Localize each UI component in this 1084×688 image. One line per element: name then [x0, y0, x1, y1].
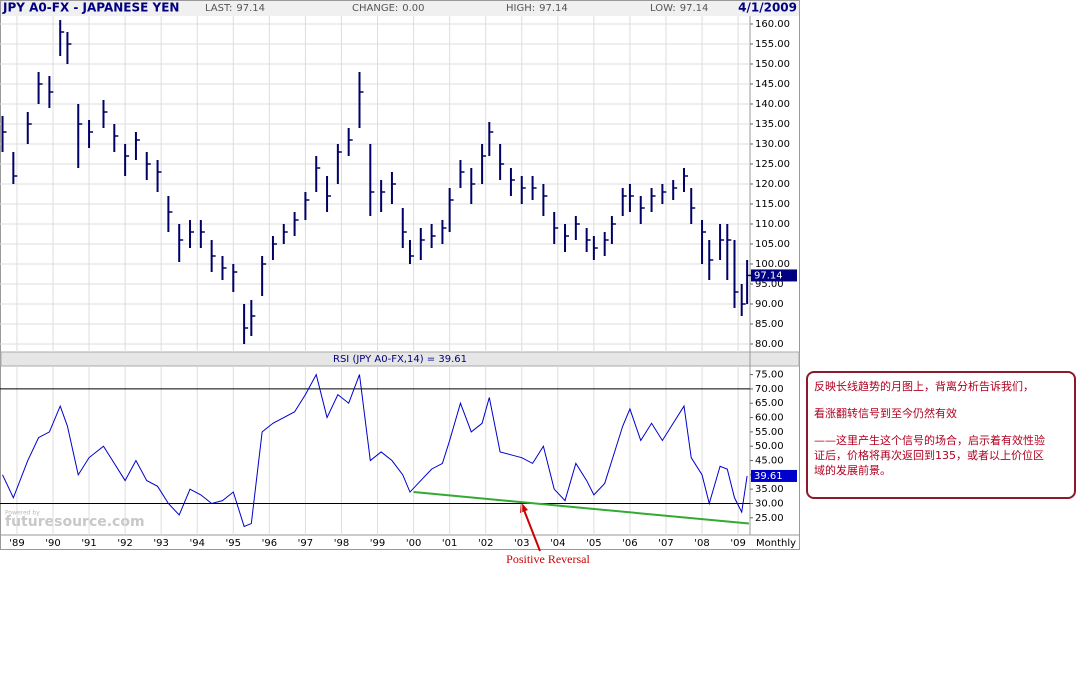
y-tick-label: 30.00 [755, 498, 784, 509]
rsi-line [2, 373, 748, 528]
y-tick-label: 145.00 [755, 79, 790, 90]
y-tick-label: 95.00 [755, 279, 784, 290]
watermark: futuresource.com [5, 514, 145, 530]
x-tick-label: '99 [370, 538, 385, 549]
x-tick-label: '89 [9, 538, 24, 549]
x-tick-label: '93 [153, 538, 168, 549]
date: 4/1/2009 [738, 1, 797, 15]
stat-value: 97.14 [236, 3, 265, 14]
stat-value: 97.14 [680, 3, 709, 14]
last-marker-label: 97.14 [754, 270, 783, 281]
y-tick-label: 160.00 [755, 19, 790, 30]
y-tick-label: 135.00 [755, 119, 790, 130]
x-tick-label: '97 [298, 538, 313, 549]
note-line: ——这里产生这个信号的场合，启示着有效性验 [814, 434, 1045, 447]
stat-label: LAST: [205, 3, 232, 14]
y-tick-label: 25.00 [755, 513, 784, 524]
stat-value: 97.14 [539, 3, 568, 14]
last-marker [751, 469, 797, 482]
y-tick-label: 65.00 [755, 398, 784, 409]
y-tick-label: 60.00 [755, 413, 784, 424]
stat-label: CHANGE: [352, 3, 398, 14]
watermark-small: Powered by [5, 510, 40, 517]
chart-title: JPY A0-FX - JAPANESE YEN [2, 1, 179, 15]
x-tick-label: '03 [514, 538, 529, 549]
x-tick-label: '90 [45, 538, 60, 549]
x-tick-label: '05 [586, 538, 601, 549]
rsi-header-bar [0, 351, 800, 367]
x-tick-label: '02 [478, 538, 493, 549]
last-marker-label: 39.61 [754, 471, 783, 482]
y-tick-label: 85.00 [755, 319, 784, 330]
x-tick-label: '96 [262, 538, 277, 549]
x-tick-label: '04 [550, 538, 565, 549]
y-tick-label: 75.00 [755, 370, 784, 381]
y-tick-label: 70.00 [755, 384, 784, 395]
x-tick-label: '95 [226, 538, 241, 549]
x-tick-label: '92 [117, 538, 132, 549]
note-line: 域的发展前景。 [814, 464, 891, 477]
x-tick-label: '09 [730, 538, 745, 549]
chart-frame [0, 0, 800, 550]
y-tick-label: 90.00 [755, 299, 784, 310]
stat-label: HIGH: [506, 3, 535, 14]
note-box: 反映长线趋势的月图上，背离分析告诉我们， 看涨翻转信号到至今仍然有效 ——这里产… [806, 371, 1076, 499]
trend-line [413, 491, 750, 525]
annotation-arrow [523, 509, 541, 552]
y-tick-label: 45.00 [755, 456, 784, 467]
x-tick-label: '06 [622, 538, 637, 549]
rsi-title: RSI (JPY A0-FX,14) = 39.61 [333, 354, 467, 365]
y-tick-label: 100.00 [755, 259, 790, 270]
x-tick-label: '07 [658, 538, 673, 549]
x-tick-label: '98 [334, 538, 349, 549]
y-tick-label: 120.00 [755, 179, 790, 190]
note-line: 反映长线趋势的月图上，背离分析告诉我们， [814, 380, 1034, 393]
y-tick-label: 130.00 [755, 139, 790, 150]
y-tick-label: 140.00 [755, 99, 790, 110]
x-tick-label: '94 [189, 538, 204, 549]
x-tick-label: '00 [406, 538, 421, 549]
period-label: Monthly [756, 538, 796, 549]
note-line: 看涨翻转信号到至今仍然有效 [814, 407, 957, 420]
y-tick-label: 110.00 [755, 219, 790, 230]
y-tick-label: 80.00 [755, 339, 784, 350]
x-tick-label: '01 [442, 538, 457, 549]
x-tick-label: '91 [81, 538, 96, 549]
x-tick-label: '08 [694, 538, 709, 549]
annotation: Positive Reversal [506, 552, 590, 566]
y-tick-label: 150.00 [755, 59, 790, 70]
y-tick-label: 125.00 [755, 159, 790, 170]
y-tick-label: 35.00 [755, 484, 784, 495]
header-bar [1, 1, 799, 16]
y-tick-label: 50.00 [755, 441, 784, 452]
y-tick-label: 115.00 [755, 199, 790, 210]
note-line: 证后，价格将再次返回到135，或者以上价位区 [814, 449, 1044, 462]
y-tick-label: 55.00 [755, 427, 784, 438]
last-marker [751, 269, 797, 282]
stat-value: 0.00 [402, 3, 424, 14]
stat-label: LOW: [650, 3, 676, 14]
y-tick-label: 155.00 [755, 39, 790, 50]
y-tick-label: 105.00 [755, 239, 790, 250]
